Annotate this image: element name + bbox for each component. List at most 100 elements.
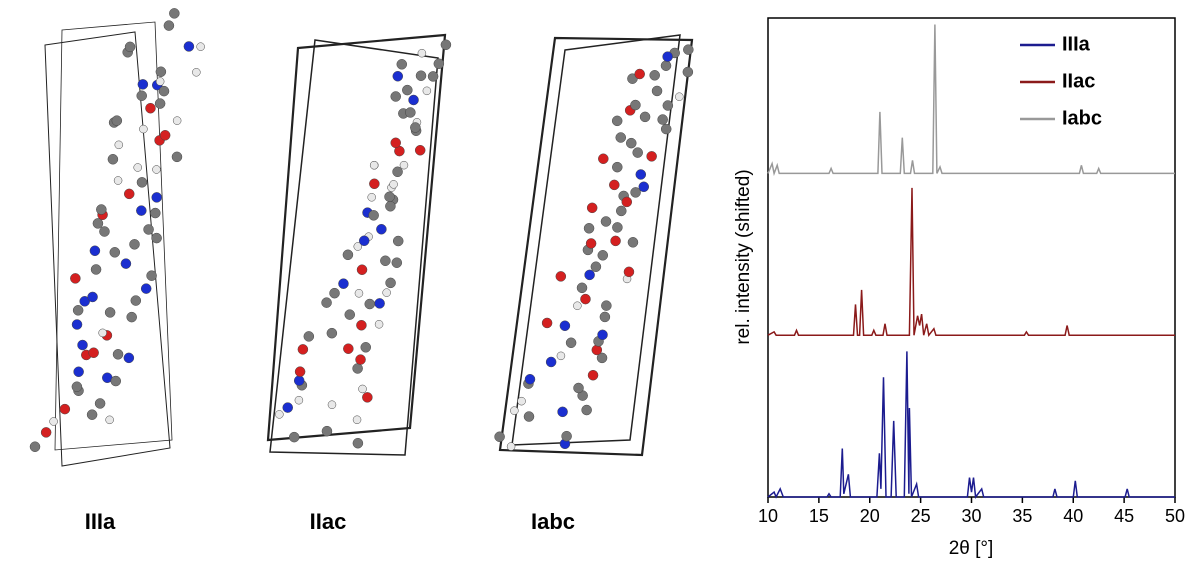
atom [630,187,641,198]
atom [634,68,645,80]
atom [559,320,571,332]
atom [358,384,367,394]
atom [662,100,674,111]
unit-cell [54,21,173,451]
atom [98,328,107,338]
atom [294,366,306,377]
atom [662,51,673,62]
atom [517,396,526,406]
atom [303,331,315,342]
atom [99,226,110,237]
atom [288,431,300,443]
atom [555,271,567,282]
atom [126,311,137,323]
atom [352,415,362,425]
atom [353,242,363,251]
atom [155,77,165,86]
legend-label: IIac [1062,70,1095,92]
atom [275,410,284,419]
atom [70,273,81,284]
atom [352,437,364,449]
atom [651,85,663,97]
atom [523,411,535,422]
atom [405,107,416,118]
atom [154,98,166,109]
atom [597,329,608,341]
atom [143,224,154,235]
atom [561,430,572,442]
x-tick-label: 20 [860,506,880,526]
atom [440,39,452,51]
atom [362,392,373,403]
atom [88,347,99,358]
atom [573,301,582,311]
atom [583,223,595,234]
legend-label: IIIa [1062,33,1091,55]
atom [506,442,516,451]
atom [104,307,116,318]
atom [151,232,162,244]
atom [368,210,379,221]
atom [616,205,627,217]
atom [192,68,201,77]
atom [367,193,376,202]
atom [382,288,391,297]
atom [297,344,309,355]
atom [422,86,432,96]
atom [638,181,650,193]
atom [524,373,536,385]
atom [49,417,58,426]
atom [136,90,147,101]
atom [140,283,152,294]
atom [598,153,609,165]
atom [623,266,635,278]
atom [612,161,623,173]
atom [356,264,368,275]
atom [86,409,98,420]
atom [556,351,566,361]
atom [399,160,409,170]
atom [541,317,553,329]
atom [621,196,633,208]
atom [152,165,161,174]
atom [123,188,135,200]
atom [581,404,592,416]
atom [573,382,584,394]
atom [389,180,398,189]
atom [565,337,577,349]
atom [635,169,647,180]
atom [625,137,637,149]
atom [77,339,88,351]
atom [172,116,182,125]
atom [364,298,375,310]
atom [609,179,620,191]
atom [660,123,672,135]
atom [612,222,623,233]
atom [384,191,395,203]
atom [171,151,183,163]
plot: 10 15 20 25 30 35 40 45 50 IIIa IIac Iabc [758,24,1185,526]
atom [72,305,84,316]
unit-cell [44,31,171,467]
atom [90,264,102,275]
atom [107,153,119,165]
x-tick-label: 40 [1063,506,1083,526]
atom [150,207,161,219]
atom [282,402,293,413]
atom [124,41,136,53]
atom [356,319,367,331]
atom [657,114,668,125]
atom [580,293,591,305]
atom [414,144,426,156]
atom [415,70,427,81]
atom [586,202,598,214]
crystal-cells [44,21,694,467]
atom [343,343,354,354]
atom [59,403,71,415]
atom [326,327,338,339]
atom [110,375,122,387]
atom [344,309,356,320]
atom [417,48,427,58]
atom [29,441,41,452]
atom [427,71,439,82]
